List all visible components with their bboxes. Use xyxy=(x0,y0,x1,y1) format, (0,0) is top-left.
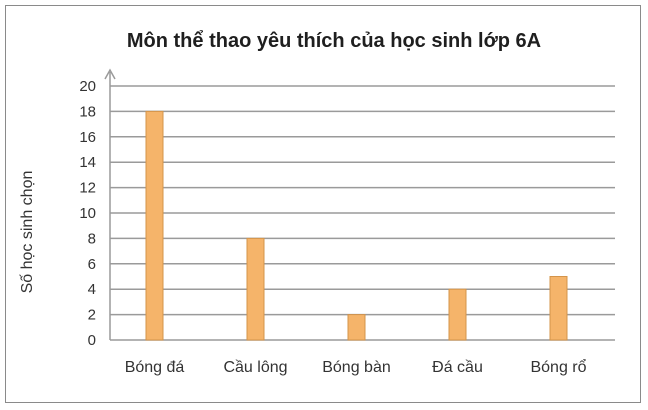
y-tick-label: 10 xyxy=(79,205,96,222)
bar-1 xyxy=(145,110,164,341)
y-tick-label: 16 xyxy=(79,129,96,146)
y-tick-label: 20 xyxy=(79,78,96,95)
bar-2 xyxy=(246,237,265,341)
y-tick-label: 18 xyxy=(79,103,96,120)
y-tick-label: 4 xyxy=(88,281,96,298)
y-tick-label: 0 xyxy=(88,332,96,349)
y-tick-label: 14 xyxy=(79,154,96,171)
x-tick-label: Cầu lông xyxy=(223,359,287,376)
x-tick-label: Bóng rổ xyxy=(530,358,586,376)
bar-5 xyxy=(549,276,568,341)
y-tick-label: 8 xyxy=(88,230,96,247)
bar-3 xyxy=(347,314,366,341)
y-tick-label: 6 xyxy=(88,256,96,273)
bars xyxy=(145,110,568,341)
bar-4 xyxy=(448,288,467,341)
x-tick-labels: Bóng đá Cầu lông Bóng bàn Đá cầu Bóng rổ xyxy=(125,358,587,376)
y-tick-label: 12 xyxy=(79,180,96,197)
chart-title: Môn thể thao yêu thích của học sinh lớp … xyxy=(126,30,542,52)
y-tick-label: 2 xyxy=(88,307,96,324)
y-tick-labels: 0 2 4 6 8 10 12 14 16 18 20 xyxy=(79,78,96,349)
gridlines xyxy=(110,85,615,341)
y-axis-arrow-icon xyxy=(104,68,116,80)
x-tick-label: Bóng đá xyxy=(125,359,185,376)
x-tick-label: Bóng bàn xyxy=(322,359,391,376)
y-axis xyxy=(104,68,116,340)
x-tick-label: Đá cầu xyxy=(432,359,483,376)
